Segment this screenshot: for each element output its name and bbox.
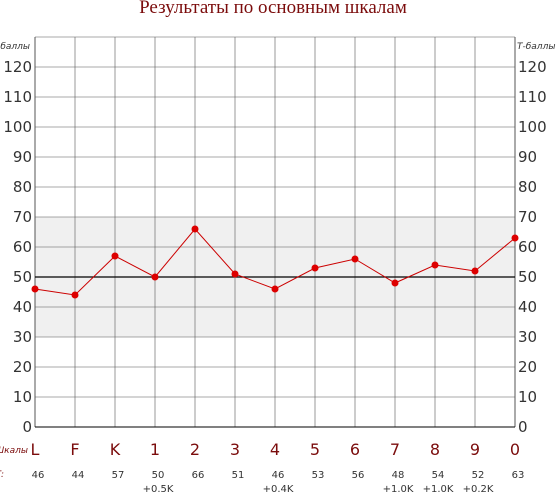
y-tick-right: 110 xyxy=(518,88,547,106)
y-tick-left: 0 xyxy=(22,418,32,436)
y-axis-unit-left: Т-баллы xyxy=(0,42,30,52)
profile-series xyxy=(31,225,519,299)
x-axis-caption: Шкалы xyxy=(0,446,28,456)
data-point xyxy=(511,234,519,242)
value-label: 46 xyxy=(32,470,45,481)
y-tick-left: 30 xyxy=(13,328,32,346)
y-tick-left: 100 xyxy=(3,118,32,136)
x-tick-label: 4 xyxy=(270,440,280,459)
y-tick-left: 60 xyxy=(13,238,32,256)
x-tick-label: L xyxy=(31,440,40,459)
y-tick-left: 40 xyxy=(13,298,32,316)
grid-lines xyxy=(34,36,516,428)
data-point xyxy=(311,264,319,272)
value-label: 51 xyxy=(232,470,245,481)
y-tick-right: 60 xyxy=(518,238,537,256)
x-tick-label: K xyxy=(110,440,121,459)
value-label: 46 xyxy=(272,470,285,481)
values-row-caption: Т: xyxy=(0,470,4,480)
correction-label: +1.0K xyxy=(423,484,454,495)
data-point xyxy=(431,261,439,269)
x-tick-label: 9 xyxy=(470,440,480,459)
x-tick-label: 8 xyxy=(430,440,440,459)
data-point xyxy=(471,267,479,275)
y-tick-left: 20 xyxy=(13,358,32,376)
chart-title: Результаты по основным шкалам xyxy=(139,0,407,18)
correction-label: +0.4K xyxy=(263,484,294,495)
y-tick-right: 90 xyxy=(518,148,537,166)
data-point xyxy=(391,279,399,287)
correction-label: +0.2K xyxy=(463,484,494,495)
data-point xyxy=(71,291,79,299)
y-tick-right: 40 xyxy=(518,298,537,316)
y-tick-left: 10 xyxy=(13,388,32,406)
x-tick-label: 0 xyxy=(510,440,520,459)
value-label: 52 xyxy=(472,470,485,481)
y-tick-right: 30 xyxy=(518,328,537,346)
value-label: 54 xyxy=(432,470,445,481)
y-tick-right: 70 xyxy=(518,208,537,226)
y-tick-left: 70 xyxy=(13,208,32,226)
y-tick-right: 100 xyxy=(518,118,547,136)
value-label: 50 xyxy=(152,470,165,481)
value-label: 66 xyxy=(192,470,205,481)
y-tick-left: 50 xyxy=(13,268,32,286)
data-point xyxy=(191,225,199,233)
y-tick-left: 80 xyxy=(13,178,32,196)
x-tick-label: 1 xyxy=(150,440,160,459)
value-label: 63 xyxy=(512,470,525,481)
correction-label: +0.5K xyxy=(143,484,174,495)
value-labels: 46 44 57 50 +0.5K 66 51 46 +0.4K 53 56 48 +1.0K 54 +1.… xyxy=(32,470,525,495)
y-tick-left: 90 xyxy=(13,148,32,166)
x-tick-label: 7 xyxy=(390,440,400,459)
data-point xyxy=(31,285,39,293)
x-tick-label: 6 xyxy=(350,440,360,459)
y-tick-right: 10 xyxy=(518,388,537,406)
y-tick-right: 20 xyxy=(518,358,537,376)
value-label: 56 xyxy=(352,470,365,481)
x-tick-label: 5 xyxy=(310,440,320,459)
data-point xyxy=(151,273,159,281)
x-tick-labels: L F K 1 2 3 4 5 6 7 8 9 0 xyxy=(31,440,521,459)
y-tick-left: 120 xyxy=(3,58,32,76)
data-point xyxy=(351,255,359,263)
data-point xyxy=(231,270,239,278)
value-label: 44 xyxy=(72,470,85,481)
value-label: 48 xyxy=(392,470,405,481)
y-tick-right: 0 xyxy=(518,418,528,436)
x-tick-label: 2 xyxy=(190,440,200,459)
y-axis-unit-right: Т-баллы xyxy=(517,42,555,52)
y-tick-right: 120 xyxy=(518,58,547,76)
x-tick-label: F xyxy=(70,440,79,459)
y-tick-right: 50 xyxy=(518,268,537,286)
data-point xyxy=(271,285,279,293)
correction-label: +1.0K xyxy=(383,484,414,495)
value-label: 57 xyxy=(112,470,125,481)
y-tick-labels: 0 0 10 10 20 20 30 30 40 40 50 50 60 60 70 70 80 80 90 90 10… xyxy=(3,58,546,436)
x-tick-label: 3 xyxy=(230,440,240,459)
data-point xyxy=(111,252,119,260)
y-tick-left: 110 xyxy=(3,88,32,106)
value-label: 53 xyxy=(312,470,325,481)
y-tick-right: 80 xyxy=(518,178,537,196)
